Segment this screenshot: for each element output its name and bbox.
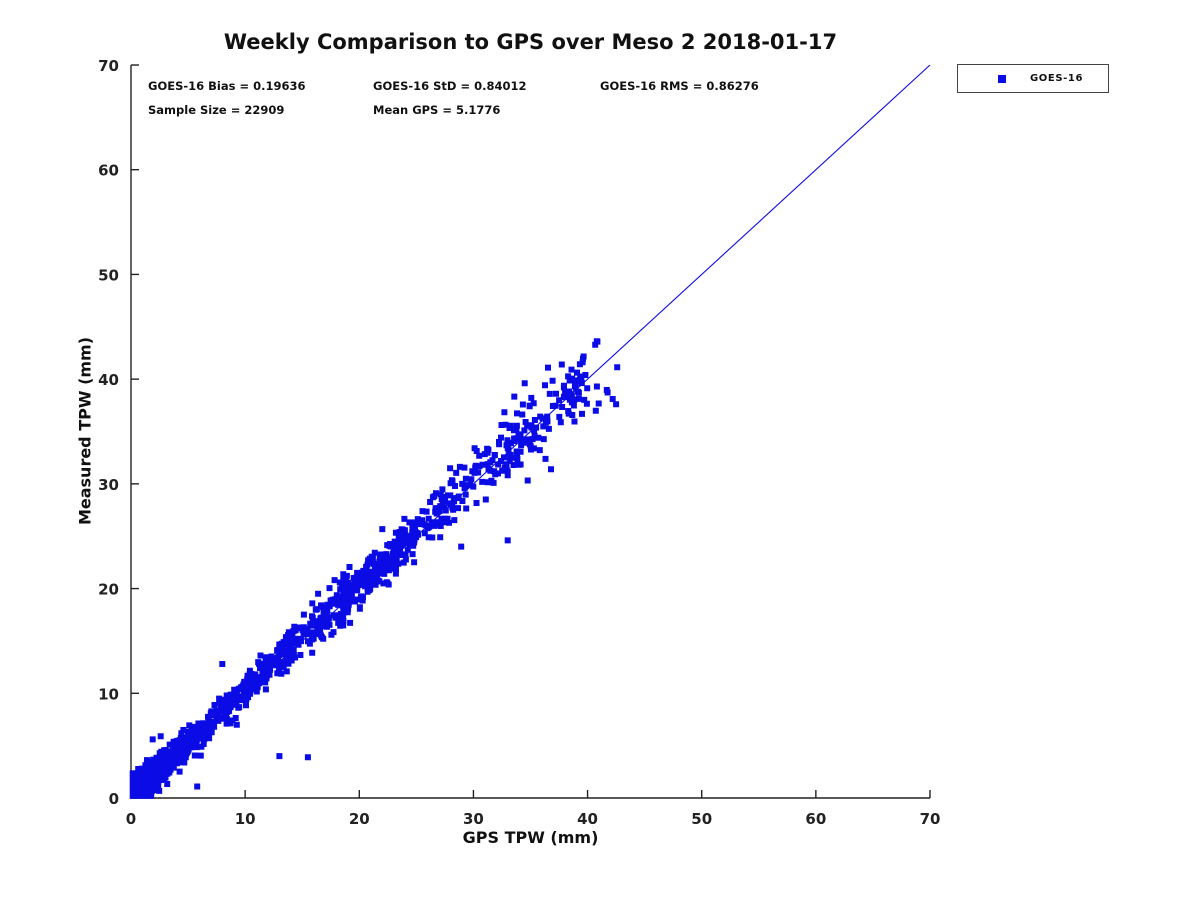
- x-tick-label: 60: [805, 810, 826, 828]
- y-tick-label: 0: [109, 790, 119, 808]
- x-tick-label: 70: [920, 810, 941, 828]
- legend-marker-square: [998, 74, 1006, 83]
- x-tick-label: 10: [235, 810, 256, 828]
- x-tick-label: 0: [126, 810, 136, 828]
- x-axis-label: GPS TPW (mm): [462, 828, 599, 847]
- y-tick-label: 40: [98, 371, 119, 389]
- y-tick-label: 60: [98, 162, 119, 180]
- y-tick-label: 70: [98, 57, 119, 75]
- x-tick-label: 30: [463, 810, 484, 828]
- stat-rms: GOES-16 RMS = 0.86276: [600, 79, 759, 93]
- y-tick-label: 30: [98, 476, 119, 494]
- x-tick-label: 20: [349, 810, 370, 828]
- stat-mean-gps: Mean GPS = 5.1776: [373, 103, 501, 117]
- stat-std: GOES-16 StD = 0.84012: [373, 79, 527, 93]
- legend: GOES-16: [957, 64, 1109, 93]
- stat-bias: GOES-16 Bias = 0.19636: [148, 79, 306, 93]
- y-axis-label: Measured TPW (mm): [75, 336, 95, 526]
- y-tick-label: 50: [98, 266, 119, 284]
- x-tick-label: 40: [577, 810, 598, 828]
- x-tick-label: 50: [691, 810, 712, 828]
- y-tick-label: 10: [98, 685, 119, 703]
- scatter-points: [129, 338, 621, 799]
- stat-sample-size: Sample Size = 22909: [148, 103, 285, 117]
- chart-title: Weekly Comparison to GPS over Meso 2 201…: [223, 30, 838, 54]
- legend-label: GOES-16: [1030, 73, 1084, 84]
- y-tick-label: 20: [98, 581, 119, 599]
